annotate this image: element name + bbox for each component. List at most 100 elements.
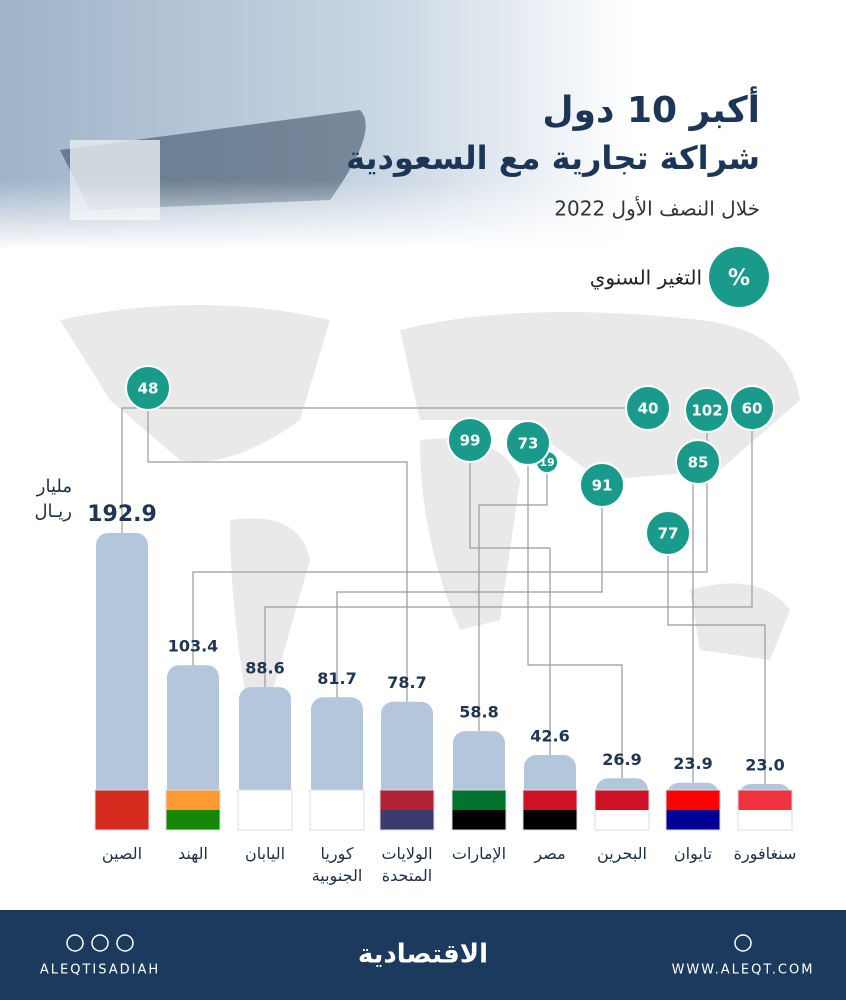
flag-top — [166, 790, 220, 810]
flag-border — [379, 789, 435, 831]
change-label: 85 — [688, 454, 709, 472]
flag-border — [94, 789, 150, 831]
subtitle: خلال النصف الأول 2022 — [554, 197, 760, 221]
flag-border — [451, 789, 507, 831]
change-badge — [579, 462, 625, 508]
flag — [309, 789, 365, 831]
web-icon[interactable] — [734, 934, 752, 952]
social-handle[interactable]: ALEQTISADIAH — [40, 963, 160, 978]
header-fade — [0, 180, 846, 250]
value-label: 23.9 — [673, 754, 712, 773]
value-label: 42.6 — [530, 727, 569, 746]
category-label: كوريا الجنوبية — [311, 844, 363, 885]
change-label: 91 — [592, 477, 613, 495]
connector — [469, 440, 551, 756]
title: شراكة تجارية مع السعودية — [346, 139, 760, 177]
change-label: 60 — [742, 400, 763, 418]
change-label: 99 — [460, 432, 481, 450]
value-label: 26.9 — [602, 750, 641, 769]
flag-top — [523, 790, 577, 810]
flag-bottom — [523, 810, 577, 830]
change-badge — [505, 420, 551, 466]
category-label: الصين — [101, 844, 143, 863]
category-label: الإمارات — [451, 844, 507, 863]
website[interactable]: WWW.ALEQT.COM — [672, 963, 815, 978]
change-label: 40 — [638, 400, 659, 418]
footer — [0, 910, 846, 1000]
flag-bottom — [166, 810, 220, 830]
flag-bottom — [310, 810, 364, 830]
change-label: 102 — [691, 402, 722, 420]
flag — [737, 789, 793, 831]
legend-badge — [709, 247, 769, 307]
connector — [264, 408, 753, 688]
change-badge — [645, 510, 691, 556]
change-label: 77 — [658, 525, 679, 543]
flag-border — [665, 789, 721, 831]
change-badge — [125, 365, 171, 411]
unit-label: مليار — [36, 476, 72, 497]
change-label: 48 — [138, 380, 159, 398]
category-label: البحرين — [597, 844, 647, 863]
flag-top — [666, 790, 720, 810]
category-label: مصر — [534, 844, 566, 863]
category-label: تايوان — [673, 844, 713, 863]
connector — [121, 407, 648, 533]
flag — [165, 789, 221, 831]
flag-bottom — [95, 810, 149, 830]
flag-border — [237, 789, 293, 831]
flag-bottom — [666, 810, 720, 830]
unit-label: ريـال — [34, 501, 72, 522]
change-badge — [625, 385, 671, 431]
bar — [311, 697, 363, 818]
change-badge — [729, 385, 775, 431]
change-badge — [684, 387, 730, 433]
flag — [451, 789, 507, 831]
flag-bottom — [595, 810, 649, 830]
bar — [167, 665, 219, 818]
bar — [239, 687, 291, 818]
flag-border — [737, 789, 793, 831]
connector — [478, 462, 548, 732]
value-label: 81.7 — [317, 669, 356, 688]
flag-bottom — [738, 810, 792, 830]
flag-top — [595, 790, 649, 810]
logo[interactable]: الاقتصادية — [358, 940, 488, 970]
flag — [665, 789, 721, 831]
title: أكبر 10 دول — [542, 86, 760, 131]
flag-top — [738, 790, 792, 810]
legend-label: التغير السنوي — [590, 266, 702, 291]
value-label: 58.8 — [459, 703, 498, 722]
flag-border — [594, 789, 650, 831]
bar — [96, 533, 148, 818]
connector — [667, 533, 766, 785]
category-label: سنغافورة — [733, 844, 797, 863]
value-label: 78.7 — [387, 673, 426, 692]
flag — [522, 789, 578, 831]
change-label: 73 — [518, 435, 539, 453]
connector — [527, 443, 623, 779]
flag — [237, 789, 293, 831]
value-label: 192.9 — [87, 502, 157, 527]
category-label: الهند — [178, 844, 208, 863]
social-icons[interactable] — [66, 934, 134, 952]
flag-top — [238, 790, 292, 810]
flag-border — [522, 789, 578, 831]
change-badge — [447, 417, 493, 463]
flag — [379, 789, 435, 831]
connector — [192, 410, 708, 666]
flag-bottom — [380, 810, 434, 830]
flag-top — [380, 790, 434, 810]
value-label: 103.4 — [168, 637, 219, 656]
connector — [336, 485, 603, 698]
legend-symbol: % — [728, 266, 750, 291]
category-label: الولايات المتحدة — [381, 844, 433, 885]
category-label: اليابان — [244, 844, 286, 863]
flag-border — [309, 789, 365, 831]
flag-border — [165, 789, 221, 831]
flag-top — [310, 790, 364, 810]
bar — [381, 701, 433, 818]
connector — [147, 388, 408, 702]
